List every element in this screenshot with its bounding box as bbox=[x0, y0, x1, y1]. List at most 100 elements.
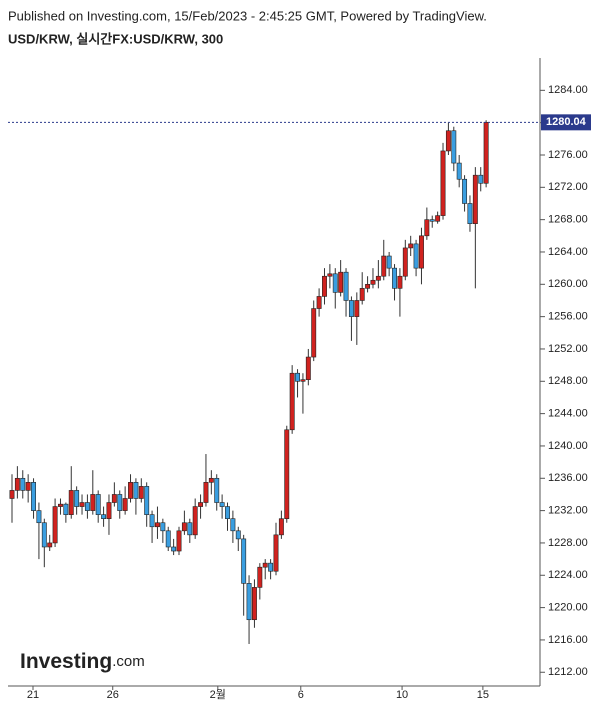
candle-body bbox=[408, 243, 414, 249]
last-price-box bbox=[541, 114, 591, 131]
candle-body bbox=[246, 583, 252, 621]
candle-body bbox=[149, 514, 155, 528]
y-tick-label: 1284.00 bbox=[548, 84, 588, 96]
candle-body bbox=[63, 503, 69, 515]
candle-body bbox=[219, 502, 225, 507]
candle-body bbox=[429, 219, 435, 222]
y-tick-label: 1264.00 bbox=[548, 246, 588, 258]
candle-body bbox=[106, 502, 112, 519]
y-tick-label: 1244.00 bbox=[548, 408, 588, 420]
candle-body bbox=[52, 506, 58, 544]
candle-body bbox=[128, 482, 133, 499]
candle-body bbox=[467, 203, 473, 224]
candle-body bbox=[9, 490, 15, 499]
candle-body bbox=[445, 130, 451, 152]
candle-body bbox=[478, 174, 484, 184]
candle-body bbox=[397, 275, 403, 289]
candle-body bbox=[354, 300, 360, 317]
y-tick-label: 1220.00 bbox=[548, 602, 588, 614]
candle-body bbox=[111, 494, 117, 503]
candle-body bbox=[322, 275, 327, 297]
candle-body bbox=[144, 486, 150, 515]
x-tick-label: 2월 bbox=[210, 688, 226, 701]
candle-body bbox=[165, 530, 171, 548]
candles bbox=[9, 120, 489, 644]
candle-body bbox=[386, 255, 392, 269]
candle-body bbox=[198, 502, 204, 507]
y-tick-label: 1232.00 bbox=[548, 505, 588, 517]
x-tick-label: 21 bbox=[27, 689, 39, 701]
y-tick-label: 1224.00 bbox=[548, 569, 588, 581]
candle-body bbox=[451, 130, 457, 164]
candle-body bbox=[419, 235, 424, 269]
y-tick-label: 1268.00 bbox=[548, 214, 588, 226]
candle-body bbox=[230, 518, 236, 532]
candle-body bbox=[90, 494, 96, 511]
y-tick-label: 1256.00 bbox=[548, 311, 588, 323]
candle-body bbox=[68, 490, 74, 515]
candle-body bbox=[47, 542, 53, 548]
candle-body bbox=[181, 522, 187, 532]
candle-body bbox=[327, 273, 333, 277]
candle-body bbox=[25, 482, 31, 491]
candle-body bbox=[262, 562, 268, 568]
candle-body bbox=[402, 247, 408, 277]
candle-body bbox=[424, 219, 430, 237]
candle-body bbox=[79, 502, 85, 507]
candle-body bbox=[343, 271, 349, 301]
candle-body bbox=[122, 498, 128, 511]
symbol-title: USD/KRW, 실시간FX:USD/KRW, 300 bbox=[8, 31, 223, 46]
candle-body bbox=[295, 372, 301, 382]
candle-body bbox=[117, 494, 123, 511]
candle-body bbox=[257, 566, 263, 588]
candle-body bbox=[58, 503, 63, 507]
candle-body bbox=[359, 288, 365, 301]
candle-body bbox=[456, 162, 462, 180]
candle-body bbox=[375, 275, 381, 281]
y-tick-label: 1272.00 bbox=[548, 181, 588, 193]
candle-body bbox=[138, 486, 144, 499]
candle-body bbox=[338, 271, 344, 293]
x-tick-label: 15 bbox=[477, 689, 489, 701]
x-tick-label: 6 bbox=[298, 689, 304, 701]
y-tick-label: 1276.00 bbox=[548, 149, 588, 161]
candle-body bbox=[95, 494, 101, 515]
candle-body bbox=[160, 522, 166, 532]
candle-body bbox=[235, 530, 241, 540]
logo-name: Investing bbox=[20, 650, 112, 673]
candle-body bbox=[278, 518, 284, 536]
candle-body bbox=[413, 243, 419, 269]
candle-body bbox=[192, 506, 198, 536]
candle-body bbox=[370, 279, 376, 285]
candle-body bbox=[101, 514, 107, 519]
candle-body bbox=[300, 379, 306, 382]
candle-body bbox=[225, 506, 230, 519]
candle-body bbox=[348, 300, 354, 317]
candle-body bbox=[241, 538, 247, 584]
logo: Investing.com bbox=[20, 650, 145, 673]
candle-body bbox=[203, 482, 209, 503]
candle-body bbox=[251, 587, 257, 621]
candle-body bbox=[392, 267, 397, 289]
candle-body bbox=[84, 502, 90, 511]
candle-body bbox=[133, 482, 139, 499]
candle-body bbox=[311, 308, 317, 358]
y-tick-label: 1252.00 bbox=[548, 343, 588, 355]
candle-body bbox=[284, 429, 290, 519]
x-tick-label: 26 bbox=[107, 689, 119, 701]
candle-body bbox=[305, 356, 311, 380]
candle-body bbox=[381, 255, 387, 277]
candle-body bbox=[14, 477, 20, 491]
x-tick-label: 10 bbox=[396, 689, 408, 701]
candle-body bbox=[440, 150, 446, 216]
y-tick-label: 1240.00 bbox=[548, 440, 588, 452]
y-tick-label: 1236.00 bbox=[548, 472, 588, 484]
candle-body bbox=[171, 546, 177, 552]
candle-body bbox=[268, 562, 274, 572]
last-price-label: 1280.04 bbox=[546, 116, 587, 128]
published-note: Published on Investing.com, 15/Feb/2023 … bbox=[8, 8, 487, 23]
y-tick-label: 1216.00 bbox=[548, 634, 588, 646]
candle-body bbox=[435, 215, 441, 222]
logo-suffix: .com bbox=[112, 653, 145, 670]
